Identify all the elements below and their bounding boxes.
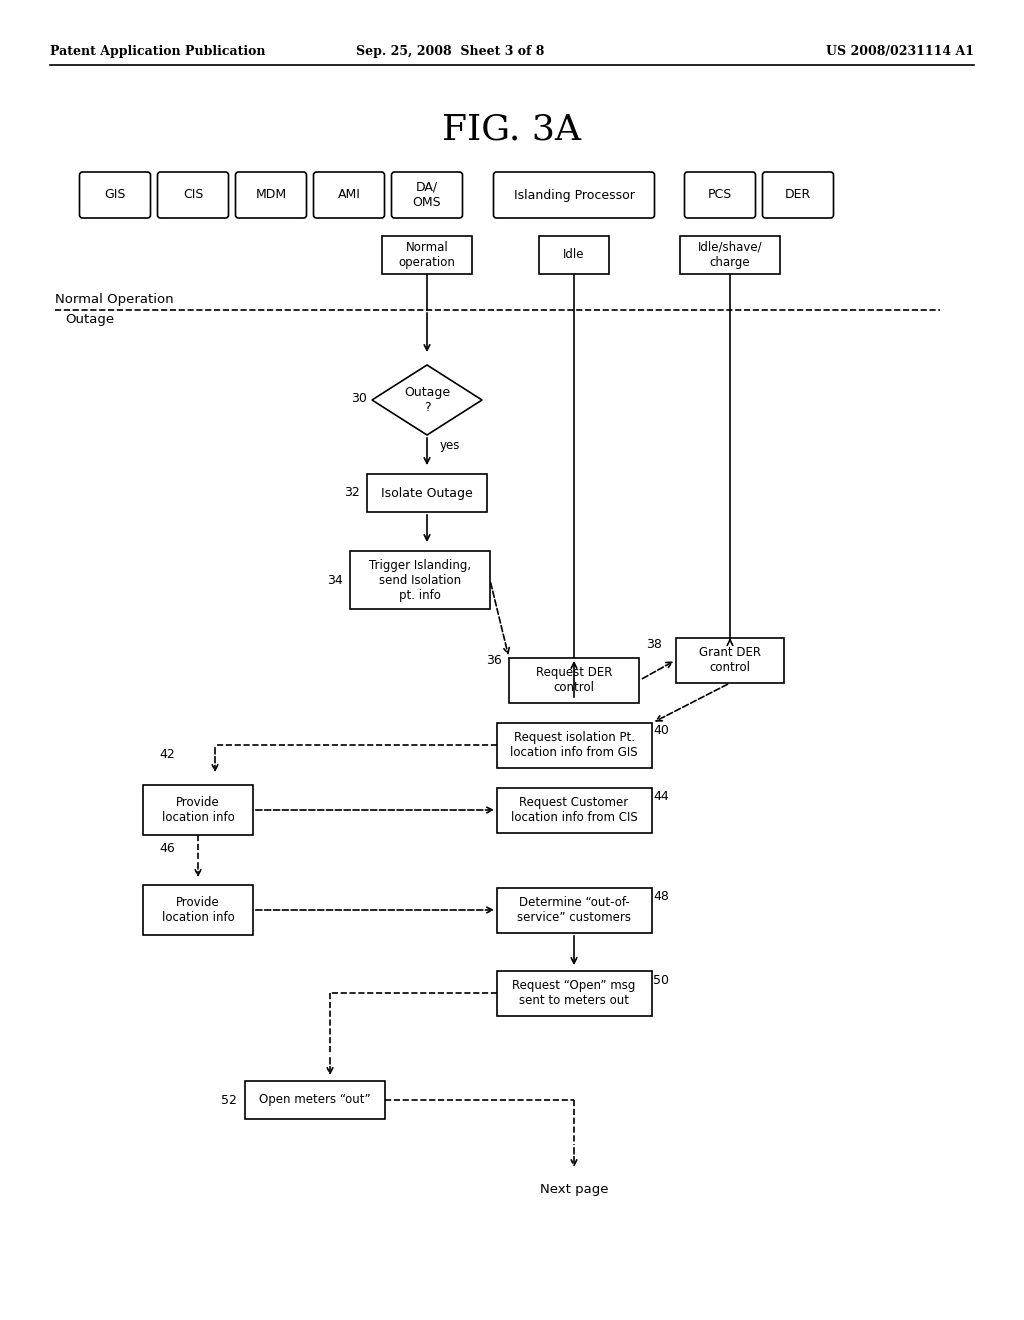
Text: Provide
location info: Provide location info <box>162 796 234 824</box>
Bar <box>367 474 487 512</box>
Text: 42: 42 <box>160 748 175 762</box>
Text: GIS: GIS <box>104 189 126 202</box>
Bar <box>680 236 780 275</box>
Text: Request isolation Pt.
location info from GIS: Request isolation Pt. location info from… <box>510 731 638 759</box>
Text: Outage: Outage <box>65 314 114 326</box>
Text: 32: 32 <box>344 487 360 499</box>
Bar <box>350 550 490 609</box>
Text: Open meters “out”: Open meters “out” <box>259 1093 371 1106</box>
Text: Isolate Outage: Isolate Outage <box>381 487 473 499</box>
Text: Idle/shave/
charge: Idle/shave/ charge <box>697 242 762 269</box>
Bar <box>245 1081 385 1119</box>
Text: Provide
location info: Provide location info <box>162 896 234 924</box>
Text: Request DER
control: Request DER control <box>536 667 612 694</box>
Bar <box>509 657 639 702</box>
Text: Request “Open” msg
sent to meters out: Request “Open” msg sent to meters out <box>512 979 636 1007</box>
Text: Patent Application Publication: Patent Application Publication <box>50 45 265 58</box>
Text: US 2008/0231114 A1: US 2008/0231114 A1 <box>826 45 974 58</box>
Text: AMI: AMI <box>338 189 360 202</box>
FancyBboxPatch shape <box>80 172 151 218</box>
Text: CIS: CIS <box>183 189 203 202</box>
Text: 44: 44 <box>653 791 669 804</box>
Text: 36: 36 <box>486 653 502 667</box>
Bar <box>143 884 253 935</box>
Text: Normal Operation: Normal Operation <box>55 293 174 306</box>
Bar <box>497 788 651 833</box>
FancyBboxPatch shape <box>494 172 654 218</box>
Text: Normal
operation: Normal operation <box>398 242 456 269</box>
Bar <box>143 785 253 836</box>
Text: yes: yes <box>440 438 461 451</box>
FancyBboxPatch shape <box>391 172 463 218</box>
Text: Sep. 25, 2008  Sheet 3 of 8: Sep. 25, 2008 Sheet 3 of 8 <box>355 45 544 58</box>
FancyBboxPatch shape <box>236 172 306 218</box>
FancyBboxPatch shape <box>313 172 384 218</box>
Text: Grant DER
control: Grant DER control <box>699 645 761 675</box>
Text: 38: 38 <box>646 639 662 652</box>
Text: DER: DER <box>784 189 811 202</box>
Bar <box>497 887 651 932</box>
Text: Islanding Processor: Islanding Processor <box>514 189 635 202</box>
Text: Trigger Islanding,
send Isolation
pt. info: Trigger Islanding, send Isolation pt. in… <box>369 558 471 602</box>
Text: 34: 34 <box>328 573 343 586</box>
FancyBboxPatch shape <box>684 172 756 218</box>
Text: Next page: Next page <box>540 1184 608 1196</box>
Bar <box>382 236 472 275</box>
Bar <box>497 722 651 767</box>
Text: 48: 48 <box>653 891 669 903</box>
FancyBboxPatch shape <box>158 172 228 218</box>
Text: 46: 46 <box>160 842 175 854</box>
Text: Outage
?: Outage ? <box>403 385 451 414</box>
Text: Idle: Idle <box>563 248 585 261</box>
Text: DA/
OMS: DA/ OMS <box>413 181 441 209</box>
Bar <box>497 970 651 1015</box>
FancyBboxPatch shape <box>763 172 834 218</box>
Bar <box>539 236 609 275</box>
Text: 52: 52 <box>221 1093 237 1106</box>
Text: 50: 50 <box>653 974 669 986</box>
Text: 30: 30 <box>351 392 367 404</box>
Text: Request Customer
location info from CIS: Request Customer location info from CIS <box>511 796 637 824</box>
Text: 40: 40 <box>653 723 669 737</box>
Polygon shape <box>372 366 482 436</box>
Text: MDM: MDM <box>255 189 287 202</box>
Text: PCS: PCS <box>708 189 732 202</box>
Text: FIG. 3A: FIG. 3A <box>442 114 582 147</box>
Text: Determine “out-of-
service” customers: Determine “out-of- service” customers <box>517 896 631 924</box>
Bar <box>676 638 784 682</box>
